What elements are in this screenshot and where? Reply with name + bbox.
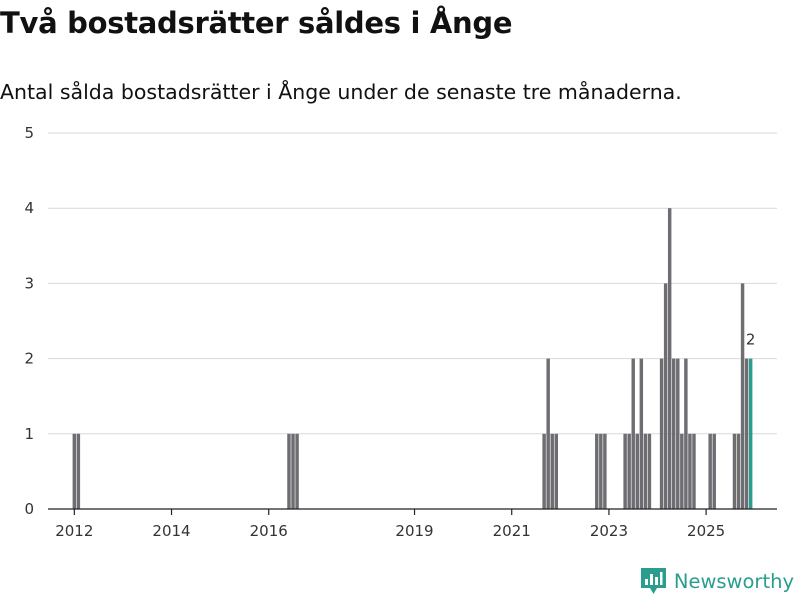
y-tick-label-0: 0 (24, 500, 34, 518)
bar-2024-05 (672, 358, 676, 509)
bar-2023-06 (627, 433, 631, 509)
bar-2012-02 (76, 433, 81, 509)
bar-2024-02 (659, 358, 664, 509)
y-tick-label-4: 4 (24, 199, 34, 217)
bar-2024-09 (688, 433, 692, 509)
bar-2023-11 (647, 433, 652, 509)
y-tick-label-2: 2 (24, 350, 34, 368)
bar-2023-08 (635, 433, 639, 509)
bar-2021-09 (542, 433, 546, 509)
gridlines (48, 132, 777, 435)
bar-2024-03 (663, 283, 668, 509)
y-tick-label-1: 1 (24, 425, 34, 443)
x-tick-label-2014: 2014 (152, 522, 190, 540)
bar-2025-11 (744, 358, 749, 509)
highlight-value-label: 2 (746, 331, 756, 349)
bar-2025-12 (748, 358, 753, 509)
x-axis: 2012 2014 2016 2019 2021 2023 2025 (48, 508, 777, 540)
bar-2024-04 (667, 208, 672, 509)
bar-2016-07 (291, 433, 295, 509)
x-tick-label-2023: 2023 (590, 522, 628, 540)
chart-subtitle: Antal sålda bostadsrätter i Ånge under d… (0, 80, 682, 104)
bar-chart: 0 1 2 3 4 5 2 2012 2014 2016 2019 2021 2023 2025 (24, 124, 777, 540)
bar-2021-10 (546, 358, 550, 509)
bar-2025-09 (736, 433, 741, 509)
bar-2025-03 (712, 433, 716, 509)
bar-2023-10 (643, 433, 648, 509)
bar-2024-10 (692, 433, 696, 509)
bar-2023-05 (623, 433, 627, 509)
x-tick-label-2021: 2021 (493, 522, 531, 540)
x-tick-label-2019: 2019 (395, 522, 433, 540)
bars (72, 208, 753, 509)
bar-2012-01 (72, 433, 77, 509)
bar-2024-07 (680, 433, 684, 509)
bar-2022-12 (603, 433, 607, 509)
y-axis-ticks: 0 1 2 3 4 5 (24, 124, 34, 518)
bar-2023-09 (639, 358, 644, 509)
newsworthy-logo-icon (640, 568, 666, 594)
bar-2024-08 (684, 358, 688, 509)
data-labels: 2 (746, 331, 756, 349)
bar-2022-11 (599, 433, 603, 509)
bar-2024-06 (676, 358, 680, 509)
bar-2025-10 (740, 283, 745, 509)
y-tick-label-5: 5 (24, 124, 34, 142)
bar-2021-12 (554, 433, 558, 509)
bar-2025-08 (732, 433, 737, 509)
chart-title: Två bostadsrätter såldes i Ånge (0, 6, 513, 40)
x-tick-label-2025: 2025 (687, 522, 725, 540)
x-tick-label-2016: 2016 (250, 522, 288, 540)
newsworthy-logo: Newsworthy (640, 568, 794, 595)
bar-2025-02 (708, 433, 712, 509)
newsworthy-logo-text: Newsworthy (673, 570, 794, 593)
bar-2022-10 (595, 433, 599, 509)
x-tick-label-2012: 2012 (55, 522, 93, 540)
bar-2023-07 (631, 358, 635, 509)
bar-2016-08 (295, 433, 299, 509)
bar-2016-06 (287, 433, 291, 509)
bar-2021-11 (550, 433, 554, 509)
y-tick-label-3: 3 (24, 274, 34, 292)
